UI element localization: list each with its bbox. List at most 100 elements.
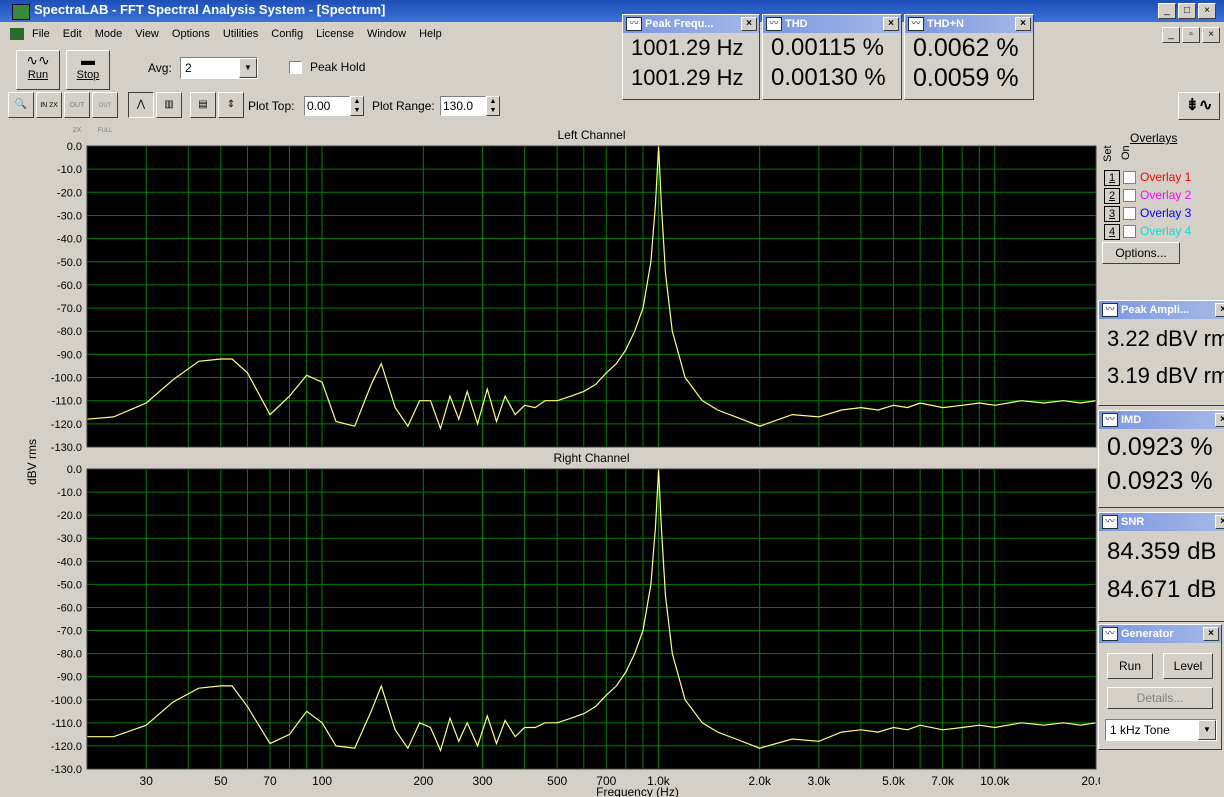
generator-level-button[interactable]: Level [1163, 653, 1213, 679]
maximize-button[interactable]: □ [1178, 3, 1196, 19]
table-view-icon[interactable]: ▤ [190, 92, 216, 118]
overlay-set-1[interactable]: 1 [1104, 170, 1120, 186]
menu-license[interactable]: License [316, 28, 354, 40]
overlay-row-3[interactable]: 3 Overlay 3 [1104, 206, 1191, 222]
y-tick-label: -30.0 [57, 210, 82, 222]
document-window-controls: _ ▫ × [1160, 26, 1220, 43]
plot-title: Left Channel [557, 128, 625, 142]
overlay-set-3[interactable]: 3 [1104, 206, 1120, 222]
overlay-label-2: Overlay 2 [1140, 188, 1192, 202]
overlay-row-2[interactable]: 2 Overlay 2 [1104, 188, 1191, 204]
close-icon[interactable]: × [1215, 303, 1224, 317]
zoom-out-2x-button[interactable]: OUT 2X [64, 92, 90, 134]
y-tick-label: -60.0 [57, 280, 82, 292]
plot-top-input[interactable]: 0.00 [304, 96, 350, 116]
chevron-down-icon[interactable]: ▼ [1198, 720, 1216, 740]
menu-file[interactable]: File [32, 28, 50, 40]
plot-border [86, 468, 1097, 770]
plot-range-input[interactable]: 130.0 [440, 96, 486, 116]
overlay-checkbox-4[interactable] [1123, 225, 1136, 239]
menu-options[interactable]: Options [171, 28, 210, 40]
x-tick-label: 200 [413, 774, 433, 788]
generator-titlebar[interactable]: 〰 Generator × [1099, 625, 1221, 643]
close-icon[interactable]: × [741, 17, 757, 31]
overlay-options-button[interactable]: Options... [1102, 242, 1180, 264]
waveform-icon: ∿∿ [26, 52, 50, 68]
close-icon[interactable]: × [1203, 627, 1219, 641]
plot-top-spinner[interactable]: ▲ ▼ [350, 96, 364, 116]
thd-title: THD [785, 18, 808, 30]
menu-view[interactable]: View [135, 28, 159, 40]
menu-window[interactable]: Window [366, 28, 407, 40]
zoom-out-label: OUT 2X [69, 102, 85, 134]
generator-tone-value: 1 kHz Tone [1110, 723, 1170, 737]
generator-run-button[interactable]: Run [1107, 653, 1153, 679]
overlay-label-4: Overlay 4 [1140, 224, 1192, 238]
menu-utilities[interactable]: Utilities [222, 28, 259, 40]
overlay-checkbox-2[interactable] [1123, 189, 1136, 203]
peak-amplitude-titlebar[interactable]: 〰 Peak Ampli... × [1099, 301, 1224, 319]
plot-title: Right Channel [553, 451, 629, 465]
spectrum-plots[interactable]: dBV rms Left Channel 0.0 -10.0 -20.0 -30.0 -40… [0, 124, 1100, 797]
y-tick-label: -40.0 [57, 234, 82, 246]
menu-mode[interactable]: Mode [94, 28, 123, 40]
doc-minimize-button[interactable]: _ [1162, 27, 1180, 43]
close-button[interactable]: × [1198, 3, 1216, 19]
doc-restore-button[interactable]: ▫ [1182, 27, 1200, 43]
y-tick-label: -110.0 [52, 718, 82, 730]
imd-meter[interactable]: 〰 IMD × 0.0923 % 0.0923 % [1098, 410, 1224, 508]
scale-icon[interactable]: ⇕ [218, 92, 244, 118]
thd-meter[interactable]: 〰 THD × 0.00115 % 0.00130 % [762, 14, 902, 100]
menu-edit[interactable]: Edit [62, 28, 82, 40]
overlay-checkbox-1[interactable] [1123, 171, 1136, 185]
plot-range-spinner[interactable]: ▲ ▼ [486, 96, 500, 116]
generator-tone-select[interactable]: 1 kHz Tone ▼ [1105, 719, 1217, 741]
overlay-set-2[interactable]: 2 [1104, 188, 1120, 204]
thdn-titlebar[interactable]: 〰 THD+N × [905, 15, 1033, 33]
peak-frequency-meter[interactable]: 〰 Peak Frequ... × 1001.29 Hz 1001.29 Hz [622, 14, 760, 100]
thdn-meter[interactable]: 〰 THD+N × 0.0062 % 0.0059 % [904, 14, 1034, 100]
zoom-in-2x-button[interactable]: IN 2X [36, 92, 62, 118]
menu-help[interactable]: Help [419, 28, 442, 40]
imd-titlebar[interactable]: 〰 IMD × [1099, 411, 1224, 429]
y-tick-label: 0.0 [67, 141, 82, 153]
stop-label: Stop [76, 69, 100, 81]
close-icon[interactable]: × [1215, 515, 1224, 529]
bar-plot-icon[interactable]: ▥ [156, 92, 182, 118]
document-icon[interactable] [10, 27, 24, 40]
snr-meter[interactable]: 〰 SNR × 84.359 dB 84.671 dB [1098, 512, 1224, 622]
doc-close-button[interactable]: × [1202, 27, 1220, 43]
magnifier-icon[interactable]: 🔍 [8, 92, 34, 118]
overlay-row-1[interactable]: 1 Overlay 1 [1104, 170, 1191, 186]
generator-panel[interactable]: 〰 Generator × Run Level Details... 1 kHz T… [1098, 624, 1222, 750]
chevron-down-icon[interactable]: ▼ [239, 58, 257, 78]
imd-left: 0.0923 % [1107, 433, 1213, 461]
zoom-out-full-button[interactable]: OUT FULL [92, 92, 118, 134]
close-icon[interactable]: × [1215, 413, 1224, 427]
snr-title: SNR [1121, 516, 1145, 528]
y-tick-label: -130.0 [51, 442, 82, 454]
x-tick-label: 100 [312, 774, 332, 788]
peak-amplitude-left: 3.22 dBV rms [1107, 326, 1224, 351]
overlay-row-4[interactable]: 4 Overlay 4 [1104, 224, 1191, 240]
snr-titlebar[interactable]: 〰 SNR × [1099, 513, 1224, 531]
menu-config[interactable]: Config [271, 28, 304, 40]
close-icon[interactable]: × [883, 17, 899, 31]
stop-button[interactable]: ▬ Stop [66, 50, 110, 90]
peak-hold-checkbox[interactable] [289, 61, 302, 74]
overlay-label-3: Overlay 3 [1140, 206, 1192, 220]
peak-amplitude-title: Peak Ampli... [1121, 304, 1190, 316]
run-button[interactable]: ∿∿ Run [16, 50, 60, 90]
y-tick-label: -90.0 [57, 349, 82, 361]
peak-amplitude-meter[interactable]: 〰Peak Ampli... × 3.22 dBV rms 3.19 dBV rm… [1098, 300, 1224, 406]
peak-frequency-titlebar[interactable]: 〰 Peak Frequ... × [623, 15, 759, 33]
close-icon[interactable]: × [1015, 17, 1031, 31]
avg-select[interactable]: 2 ▼ [180, 57, 258, 79]
thd-titlebar[interactable]: 〰 THD × [763, 15, 901, 33]
signal-logo-icon[interactable]: ⇟∿ [1178, 92, 1220, 120]
line-plot-icon[interactable]: ⋀ [128, 92, 154, 118]
overlay-set-4[interactable]: 4 [1104, 224, 1120, 240]
generator-details-button[interactable]: Details... [1107, 687, 1213, 709]
overlay-checkbox-3[interactable] [1123, 207, 1136, 221]
minimize-button[interactable]: _ [1158, 3, 1176, 19]
